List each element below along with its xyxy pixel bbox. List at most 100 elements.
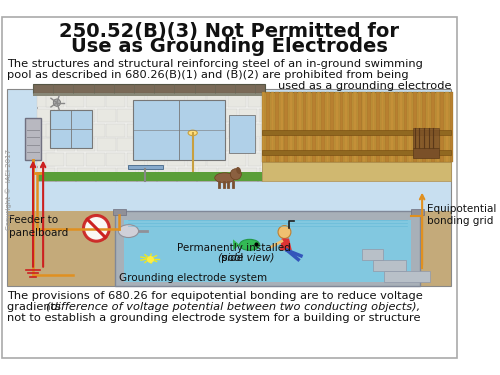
Bar [262, 92, 452, 162]
Bar [413, 128, 438, 148]
Bar [248, 124, 260, 136]
Polygon shape [280, 238, 292, 250]
Bar [158, 109, 176, 122]
Text: not to establish a grounding electrode system for a building or structure: not to establish a grounding electrode s… [8, 313, 421, 323]
Bar [98, 109, 116, 122]
Bar [280, 92, 283, 162]
Bar [36, 94, 55, 107]
Bar [126, 124, 145, 136]
Bar [66, 124, 84, 136]
Bar [262, 150, 452, 155]
Bar [228, 124, 246, 136]
Bar [133, 100, 225, 159]
Bar [167, 153, 186, 166]
Bar [228, 153, 246, 166]
Bar [262, 162, 452, 181]
Bar [450, 92, 454, 162]
Bar [106, 153, 125, 166]
Bar [218, 109, 237, 122]
Bar [86, 124, 104, 136]
Ellipse shape [188, 130, 198, 136]
Bar [36, 172, 262, 181]
Bar [33, 93, 265, 96]
Bar [77, 168, 96, 181]
Polygon shape [233, 239, 239, 250]
Circle shape [84, 216, 109, 241]
Text: pool as described in 680.26(B)(1) and (B)(2) are prohibited from being: pool as described in 680.26(B)(1) and (B… [8, 70, 409, 80]
Bar [8, 211, 452, 286]
Bar [178, 109, 197, 122]
Bar [66, 153, 84, 166]
Text: Copyright ©  IAEI 2017: Copyright © IAEI 2017 [6, 149, 12, 230]
Bar [248, 94, 260, 107]
Bar [208, 94, 226, 107]
Bar [390, 92, 394, 162]
Bar [128, 165, 164, 169]
Bar [36, 124, 55, 136]
Bar [167, 94, 186, 107]
Bar [167, 124, 186, 136]
Bar [158, 168, 176, 181]
Bar [308, 92, 311, 162]
Bar [289, 92, 292, 162]
Text: The provisions of 680.26 for equipotential bonding are to reduce voltage: The provisions of 680.26 for equipotenti… [8, 291, 423, 301]
Text: (side view): (side view) [218, 253, 274, 263]
Bar [8, 89, 452, 211]
Bar [36, 109, 55, 122]
Bar [77, 109, 96, 122]
Circle shape [278, 226, 291, 238]
Bar [303, 92, 306, 162]
Bar [138, 168, 156, 181]
Bar [445, 92, 448, 162]
Bar [36, 153, 55, 166]
Bar [408, 92, 412, 162]
Circle shape [230, 169, 241, 180]
Bar [118, 109, 136, 122]
Bar [426, 92, 430, 162]
Bar [418, 92, 421, 162]
Bar [404, 92, 407, 162]
Bar [340, 92, 343, 162]
Bar [381, 92, 384, 162]
Bar [326, 92, 330, 162]
Bar [147, 153, 165, 166]
Bar [238, 168, 257, 181]
Bar [348, 92, 352, 162]
Bar [187, 124, 206, 136]
Bar [57, 138, 75, 151]
Bar [358, 92, 362, 162]
Bar [230, 114, 255, 153]
Bar [36, 168, 55, 181]
Bar [138, 138, 156, 151]
Bar [33, 84, 265, 93]
Bar [218, 168, 237, 181]
Text: gradients: gradients [8, 302, 65, 312]
Bar [262, 130, 452, 135]
Bar [276, 92, 279, 162]
Bar [77, 138, 96, 151]
Text: Feeder to
panelboard: Feeder to panelboard [9, 216, 68, 238]
Bar [36, 93, 262, 181]
Text: Grounding electrode system: Grounding electrode system [120, 273, 268, 284]
Bar [86, 94, 104, 107]
Bar [362, 92, 366, 162]
Bar [158, 138, 176, 151]
Bar [436, 92, 440, 162]
Bar [321, 92, 325, 162]
Bar [399, 92, 403, 162]
Bar [113, 209, 126, 214]
Bar [367, 92, 370, 162]
Text: The structures and structural reinforcing steel of an in-ground swimming: The structures and structural reinforcin… [8, 58, 423, 69]
Bar [284, 92, 288, 162]
Bar [114, 211, 420, 286]
Bar [178, 138, 197, 151]
Bar [57, 109, 75, 122]
Bar [8, 89, 452, 286]
Bar [335, 92, 338, 162]
Bar [259, 138, 260, 151]
Bar [362, 249, 382, 259]
Bar [187, 153, 206, 166]
Bar [36, 138, 55, 151]
Bar [413, 92, 416, 162]
Bar [248, 153, 260, 166]
